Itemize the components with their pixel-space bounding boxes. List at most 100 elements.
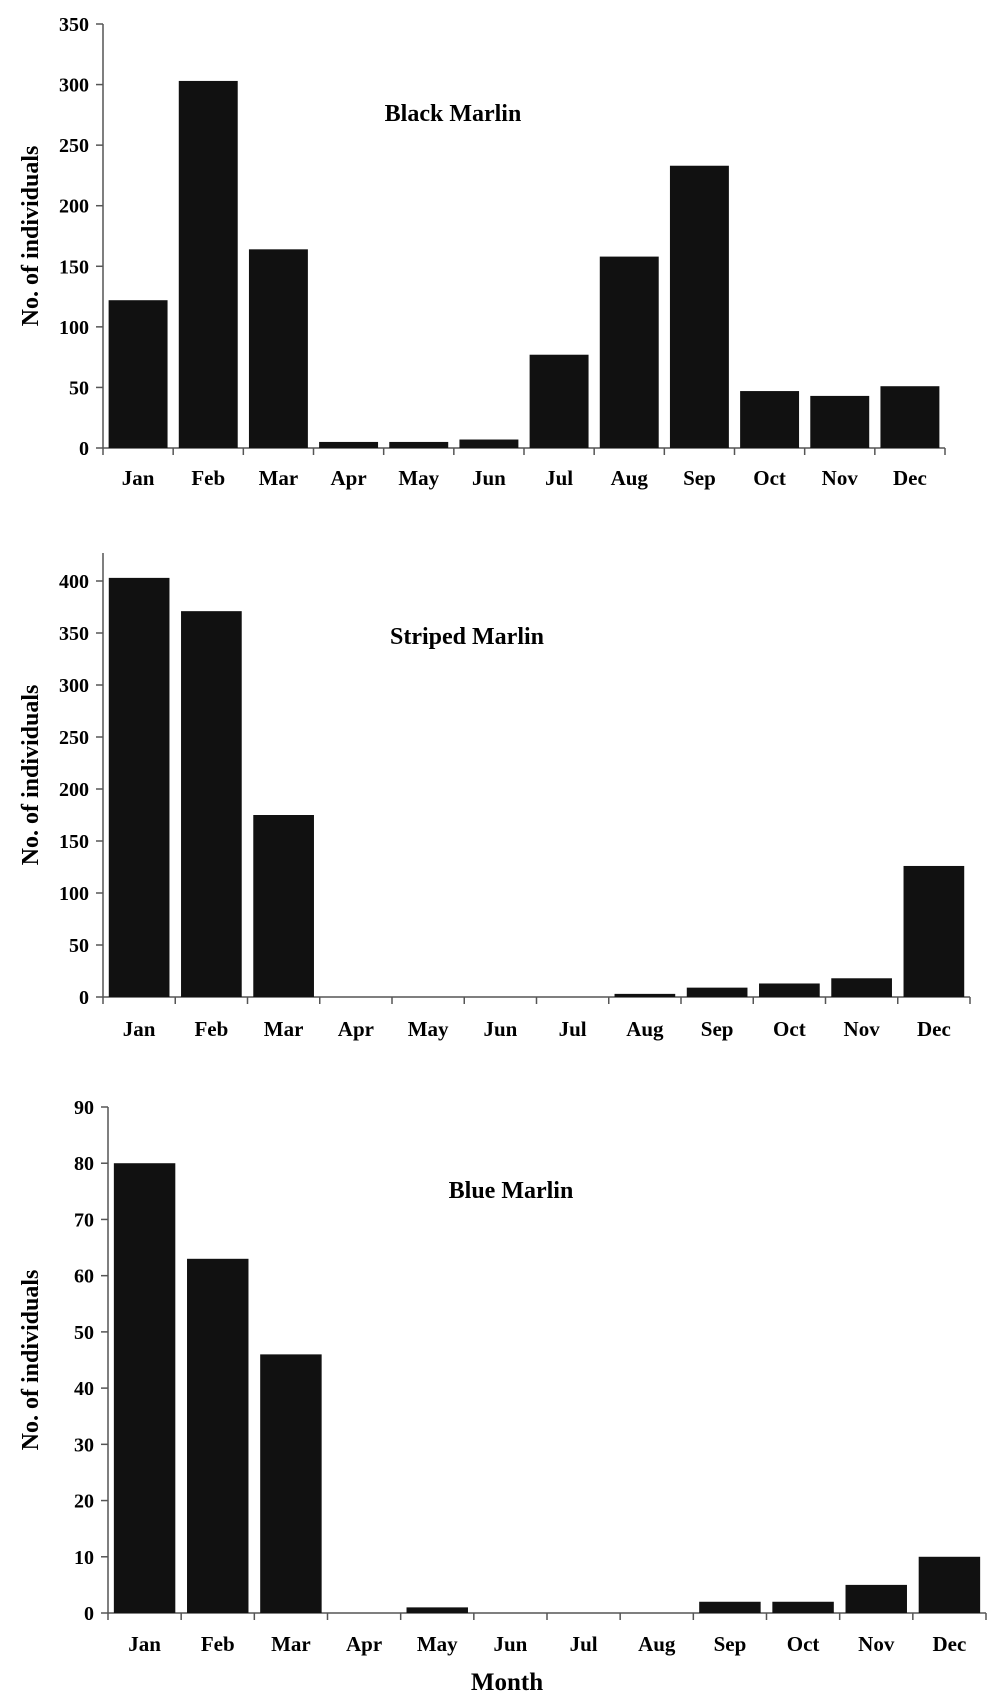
y-tick-label: 40	[74, 1378, 94, 1400]
x-tick-label: Sep	[714, 1632, 747, 1656]
x-tick-label: Oct	[787, 1632, 820, 1656]
x-tick-label: Jun	[483, 1017, 517, 1041]
bar-dec	[918, 1556, 981, 1613]
x-tick-label: Nov	[822, 466, 859, 490]
x-tick-label: Sep	[683, 466, 716, 490]
bar-jan	[113, 1163, 176, 1613]
x-tick-label: Mar	[264, 1017, 304, 1041]
y-tick-label: 300	[59, 675, 89, 697]
bar-mar	[248, 249, 308, 448]
x-tick-label: Jul	[559, 1017, 587, 1041]
y-tick-label: 350	[59, 14, 89, 36]
y-tick-label: 0	[84, 1603, 94, 1625]
bar-feb	[181, 611, 242, 997]
x-tick-label: Jan	[122, 466, 155, 490]
x-tick-label: May	[408, 1017, 449, 1041]
x-tick-label: Jan	[123, 1017, 156, 1041]
x-tick-label: Apr	[338, 1017, 374, 1041]
bar-mar	[260, 1354, 322, 1613]
chart-title: Striped Marlin	[390, 624, 544, 650]
x-tick-label: Mar	[271, 1632, 311, 1656]
bar-may	[406, 1607, 468, 1613]
x-tick-label: Dec	[893, 466, 927, 490]
x-tick-label: Oct	[753, 466, 786, 490]
y-tick-label: 50	[69, 377, 89, 399]
chart-blue-marlin: 0 10 20 30 40 50 60 70 80 90 Jan Feb Mar Apr May Jun Jul…	[18, 1097, 987, 1656]
x-tick-label: Oct	[773, 1017, 806, 1041]
x-tick-label: Sep	[701, 1017, 734, 1041]
y-tick-label: 90	[74, 1097, 94, 1119]
x-tick-label: Feb	[191, 466, 225, 490]
bar-feb	[187, 1258, 249, 1613]
x-tick-label: Aug	[626, 1017, 664, 1041]
bar-mar	[253, 815, 314, 997]
chart-title: Blue Marlin	[449, 1178, 574, 1204]
x-tick-label: Dec	[917, 1017, 951, 1041]
y-tick-label: 150	[59, 831, 89, 853]
x-tick-label: Jun	[472, 466, 506, 490]
chart-striped-marlin: 0 50 100 150 200 250 300 350 400 Jan Feb Mar Apr May J…	[18, 553, 971, 1041]
y-tick-label: 0	[79, 987, 89, 1009]
x-tick-label: Jun	[493, 1632, 527, 1656]
x-tick-label: Aug	[638, 1632, 676, 1656]
x-tick-label: Apr	[346, 1632, 382, 1656]
x-tick-label: May	[417, 1632, 458, 1656]
x-tick-label: Jul	[545, 466, 573, 490]
y-tick-label: 20	[74, 1491, 94, 1513]
bar-aug	[599, 256, 659, 448]
x-tick-label: Dec	[933, 1632, 967, 1656]
bar-oct	[759, 983, 820, 997]
x-tick-label: Nov	[858, 1632, 895, 1656]
bar-nov	[831, 978, 892, 997]
y-tick-label: 30	[74, 1434, 94, 1456]
y-tick-label: 350	[59, 623, 89, 645]
y-tick-label: 50	[69, 935, 89, 957]
x-axis-label: Month	[471, 1669, 543, 1696]
bar-jan	[108, 300, 168, 448]
y-tick-label: 60	[74, 1266, 94, 1288]
y-tick-label: 100	[59, 317, 89, 339]
y-tick-label: 300	[59, 75, 89, 97]
y-tick-label: 400	[59, 571, 89, 593]
bar-dec	[880, 386, 940, 448]
bar-feb	[178, 80, 238, 449]
y-tick-label: 200	[59, 196, 89, 218]
y-tick-label: 200	[59, 779, 89, 801]
y-tick-label: 150	[59, 256, 89, 278]
y-tick-label: 70	[74, 1209, 94, 1231]
y-axis-label: No. of individuals	[18, 1270, 44, 1451]
x-tick-label: Feb	[201, 1632, 235, 1656]
y-tick-label: 80	[74, 1153, 94, 1175]
bar-apr	[319, 441, 379, 448]
bar-jan	[108, 577, 170, 997]
bar-sep	[669, 165, 729, 449]
bar-aug	[614, 993, 676, 997]
y-tick-label: 50	[74, 1322, 94, 1344]
y-tick-label: 100	[59, 883, 89, 905]
x-tick-label: Nov	[844, 1017, 881, 1041]
y-tick-label: 0	[79, 438, 89, 460]
y-tick-label: 250	[59, 727, 89, 749]
bar-sep	[699, 1601, 761, 1613]
bar-nov	[845, 1584, 907, 1613]
bar-jun	[459, 439, 519, 448]
x-tick-label: Apr	[330, 466, 366, 490]
chart-black-marlin: 0 50 100 150 200 250 300 350 Jan Feb Mar Apr May Jun J…	[18, 14, 946, 490]
bar-nov	[810, 395, 870, 448]
bar-jul	[529, 354, 589, 448]
y-tick-label: 250	[59, 135, 89, 157]
y-tick-label: 10	[74, 1547, 94, 1569]
chart-title: Black Marlin	[385, 101, 522, 127]
x-tick-label: May	[398, 466, 439, 490]
y-axis-label: No. of individuals	[18, 146, 44, 327]
bar-oct	[740, 391, 800, 448]
bar-sep	[686, 987, 748, 997]
bar-oct	[772, 1601, 834, 1613]
x-tick-label: Aug	[611, 466, 649, 490]
bar-dec	[903, 865, 965, 997]
x-tick-label: Mar	[259, 466, 299, 490]
x-tick-label: Feb	[194, 1017, 228, 1041]
x-tick-label: Jan	[128, 1632, 161, 1656]
y-axis-label: No. of individuals	[18, 685, 44, 866]
